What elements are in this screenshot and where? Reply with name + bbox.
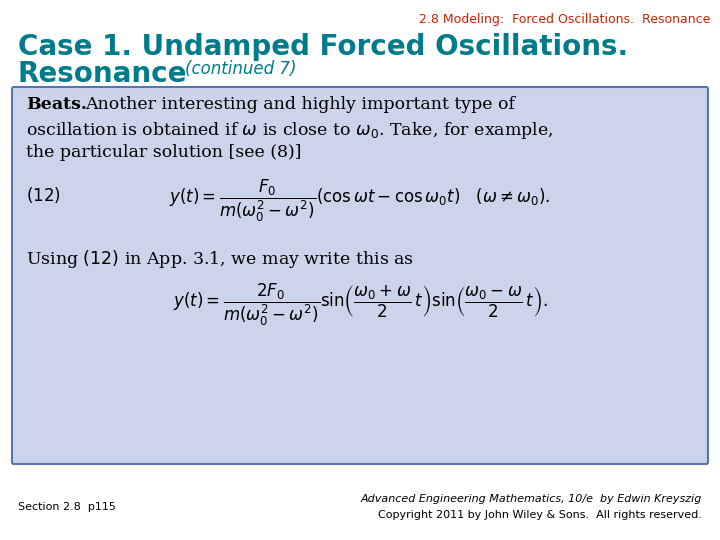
Text: Beats.: Beats. bbox=[26, 96, 87, 113]
Text: Advanced Engineering Mathematics, 10/e  by Edwin Kreyszig: Advanced Engineering Mathematics, 10/e b… bbox=[361, 494, 702, 504]
Text: $(12)$: $(12)$ bbox=[26, 185, 60, 205]
FancyBboxPatch shape bbox=[12, 87, 708, 464]
Text: Case 1. Undamped Forced Oscillations.: Case 1. Undamped Forced Oscillations. bbox=[18, 33, 628, 61]
Text: Resonance: Resonance bbox=[18, 60, 187, 88]
Text: $y(t) = \dfrac{F_0}{m(\omega_0^{2}-\omega^2)}(\cos\omega t - \cos\omega_0 t)$$\q: $y(t) = \dfrac{F_0}{m(\omega_0^{2}-\omeg… bbox=[169, 178, 551, 224]
Text: (continued 7): (continued 7) bbox=[185, 60, 297, 78]
Text: Copyright 2011 by John Wiley & Sons.  All rights reserved.: Copyright 2011 by John Wiley & Sons. All… bbox=[378, 510, 702, 520]
Text: Section 2.8  p115: Section 2.8 p115 bbox=[18, 502, 116, 512]
Text: 2.8 Modeling:  Forced Oscillations.  Resonance: 2.8 Modeling: Forced Oscillations. Reson… bbox=[418, 13, 710, 26]
Text: $y(t) = \dfrac{2F_0}{m(\omega_0^{2}-\omega^2)}\sin\!\left(\dfrac{\omega_0+\omega: $y(t) = \dfrac{2F_0}{m(\omega_0^{2}-\ome… bbox=[173, 282, 547, 328]
Text: Using $(12)$ in App. 3.1, we may write this as: Using $(12)$ in App. 3.1, we may write t… bbox=[26, 248, 414, 270]
Text: oscillation is obtained if $\omega$ is close to $\omega_0$. Take, for example,: oscillation is obtained if $\omega$ is c… bbox=[26, 120, 554, 141]
Text: the particular solution [see (8)]: the particular solution [see (8)] bbox=[26, 144, 302, 161]
Text: Another interesting and highly important type of: Another interesting and highly important… bbox=[85, 96, 515, 113]
